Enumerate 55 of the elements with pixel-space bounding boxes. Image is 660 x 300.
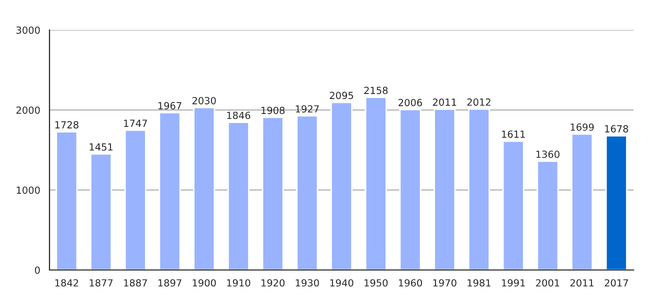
bar bbox=[56, 131, 78, 270]
x-tick-label: 1887 bbox=[124, 279, 147, 287]
x-tick-label: 2011 bbox=[570, 279, 594, 287]
bar bbox=[364, 96, 387, 270]
bar bbox=[536, 160, 559, 270]
data-label: 1678 bbox=[605, 125, 628, 132]
data-label: 1699 bbox=[570, 123, 594, 131]
x-tick-label: 1900 bbox=[192, 279, 216, 287]
bar bbox=[193, 106, 216, 270]
x-tick-label: 1940 bbox=[330, 279, 354, 287]
x-tick-label: 1920 bbox=[262, 279, 285, 287]
y-tick-label: 0 bbox=[34, 266, 40, 274]
data-label: 1360 bbox=[536, 150, 560, 158]
bar bbox=[502, 140, 524, 270]
data-label: 2011 bbox=[432, 98, 456, 106]
data-label: 2006 bbox=[398, 98, 422, 106]
bar bbox=[124, 130, 146, 270]
data-label: 1728 bbox=[55, 121, 78, 128]
data-label: 1927 bbox=[296, 105, 319, 113]
bar bbox=[262, 116, 284, 270]
bar bbox=[296, 115, 318, 270]
x-tick-label: 1910 bbox=[227, 279, 250, 287]
x-tick-label: 1981 bbox=[468, 279, 490, 287]
x-tick-label: 1877 bbox=[90, 279, 113, 287]
y-tick-label: 1000 bbox=[16, 186, 40, 194]
x-tick-label: 1970 bbox=[433, 279, 456, 287]
x-tick-label: 1897 bbox=[158, 279, 182, 287]
bar bbox=[434, 108, 456, 270]
data-label: 2095 bbox=[330, 92, 354, 100]
bar bbox=[399, 108, 422, 270]
data-label: 2158 bbox=[364, 86, 388, 94]
bar bbox=[227, 122, 250, 270]
data-label: 1967 bbox=[158, 102, 182, 110]
data-label: 1846 bbox=[227, 112, 250, 120]
x-tick-label: 1991 bbox=[502, 279, 525, 287]
bar bbox=[158, 112, 181, 270]
x-tick-label: 1842 bbox=[55, 279, 78, 287]
x-tick-label: 2001 bbox=[536, 279, 560, 287]
bar bbox=[605, 135, 628, 270]
x-tick-label: 1950 bbox=[364, 279, 388, 287]
data-label: 1908 bbox=[262, 106, 285, 114]
bar bbox=[90, 153, 112, 270]
y-tick-label: 2000 bbox=[16, 106, 40, 114]
data-label: 1451 bbox=[90, 143, 113, 151]
data-label: 1747 bbox=[124, 120, 147, 127]
bar bbox=[571, 133, 594, 270]
data-label: 1611 bbox=[502, 130, 525, 138]
x-tick-label: 1930 bbox=[296, 279, 319, 287]
x-tick-label: 1960 bbox=[398, 279, 422, 287]
data-label: 2030 bbox=[192, 96, 216, 104]
data-label: 2012 bbox=[467, 98, 490, 106]
bar bbox=[330, 102, 353, 270]
x-tick-label: 2017 bbox=[604, 279, 628, 287]
bar bbox=[468, 108, 490, 270]
y-tick-label: 3000 bbox=[16, 26, 40, 34]
